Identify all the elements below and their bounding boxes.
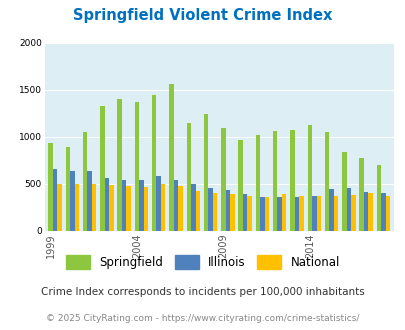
- Bar: [48, 143, 53, 231]
- Bar: [75, 183, 79, 231]
- Bar: [87, 171, 92, 231]
- Bar: [203, 115, 208, 231]
- Bar: [117, 99, 121, 231]
- Bar: [341, 152, 346, 231]
- Text: Springfield Violent Crime Index: Springfield Violent Crime Index: [73, 8, 332, 23]
- Bar: [316, 196, 320, 231]
- Bar: [358, 158, 363, 231]
- Bar: [161, 184, 165, 231]
- Bar: [225, 190, 230, 231]
- Bar: [212, 193, 217, 231]
- Bar: [109, 185, 113, 231]
- Bar: [173, 180, 178, 231]
- Bar: [277, 197, 281, 231]
- Bar: [324, 132, 328, 231]
- Bar: [169, 84, 173, 231]
- Bar: [385, 196, 389, 231]
- Bar: [328, 189, 333, 231]
- Bar: [92, 184, 96, 231]
- Bar: [238, 140, 242, 231]
- Text: Crime Index corresponds to incidents per 100,000 inhabitants: Crime Index corresponds to incidents per…: [41, 287, 364, 297]
- Bar: [104, 178, 109, 231]
- Bar: [57, 183, 62, 231]
- Bar: [134, 102, 139, 231]
- Bar: [139, 180, 143, 231]
- Bar: [294, 197, 298, 231]
- Bar: [363, 192, 367, 231]
- Bar: [307, 125, 311, 231]
- Bar: [367, 193, 372, 231]
- Bar: [376, 165, 380, 231]
- Bar: [242, 194, 247, 231]
- Bar: [260, 197, 264, 231]
- Bar: [221, 128, 225, 231]
- Bar: [311, 196, 316, 231]
- Bar: [156, 177, 161, 231]
- Bar: [195, 190, 200, 231]
- Bar: [66, 147, 70, 231]
- Bar: [126, 186, 130, 231]
- Bar: [230, 194, 234, 231]
- Bar: [380, 193, 385, 231]
- Bar: [333, 196, 337, 231]
- Bar: [346, 188, 350, 231]
- Bar: [298, 196, 303, 231]
- Bar: [290, 130, 294, 231]
- Bar: [151, 95, 156, 231]
- Bar: [178, 186, 182, 231]
- Bar: [53, 169, 57, 231]
- Bar: [122, 180, 126, 231]
- Bar: [350, 195, 355, 231]
- Bar: [70, 171, 75, 231]
- Bar: [191, 183, 195, 231]
- Legend: Springfield, Illinois, National: Springfield, Illinois, National: [66, 255, 339, 269]
- Bar: [186, 123, 191, 231]
- Bar: [247, 196, 251, 231]
- Bar: [264, 197, 269, 231]
- Bar: [208, 188, 212, 231]
- Bar: [83, 132, 87, 231]
- Text: © 2025 CityRating.com - https://www.cityrating.com/crime-statistics/: © 2025 CityRating.com - https://www.city…: [46, 314, 359, 323]
- Bar: [100, 106, 104, 231]
- Bar: [272, 131, 277, 231]
- Bar: [281, 194, 286, 231]
- Bar: [255, 135, 260, 231]
- Bar: [143, 187, 148, 231]
